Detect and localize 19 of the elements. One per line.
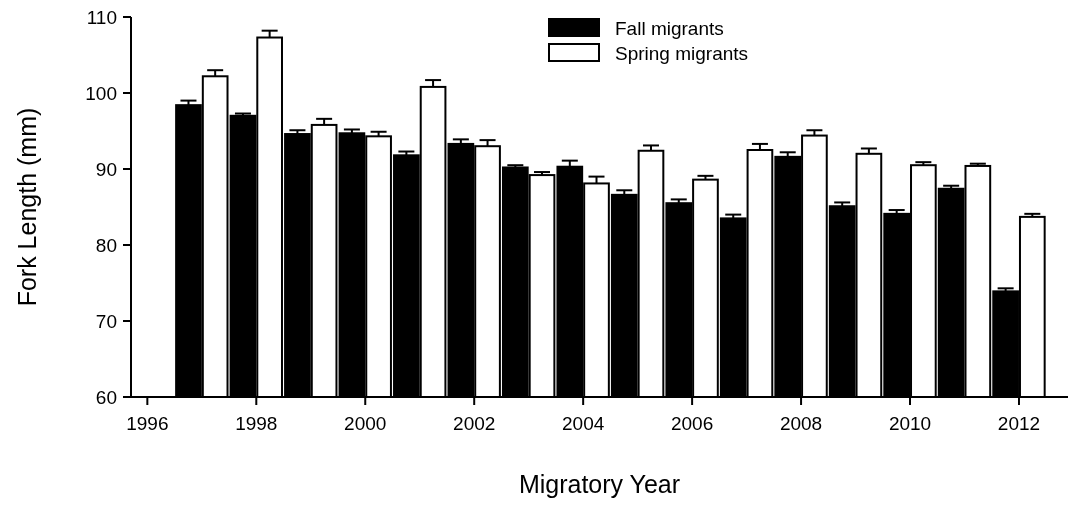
y-tick-label: 70 — [95, 310, 117, 332]
x-axis-title: Migratory Year — [518, 470, 681, 498]
x-tick-label: 2008 — [779, 413, 823, 434]
x-tick-label: 2000 — [344, 413, 387, 434]
y-tick-label: 80 — [95, 234, 117, 256]
x-tick-label: 2002 — [453, 413, 496, 434]
x-tick-label: 2006 — [670, 413, 714, 434]
x-tick-label: 1998 — [235, 413, 278, 434]
x-tick-label: 2010 — [888, 413, 932, 434]
y-axis-title: Fork Length (mm) — [13, 107, 41, 307]
y-tick-label: 110 — [86, 6, 117, 28]
x-tick-label: 2012 — [997, 413, 1041, 434]
legend-label: Spring migrants — [615, 42, 749, 64]
x-tick-label: 2004 — [562, 413, 605, 434]
legend-label: Fall migrants — [615, 17, 724, 39]
x-tick-label: 1996 — [126, 413, 169, 434]
y-tick-label: 90 — [95, 158, 117, 180]
y-tick-label: 60 — [95, 386, 117, 408]
y-tick-label: 100 — [85, 82, 117, 104]
